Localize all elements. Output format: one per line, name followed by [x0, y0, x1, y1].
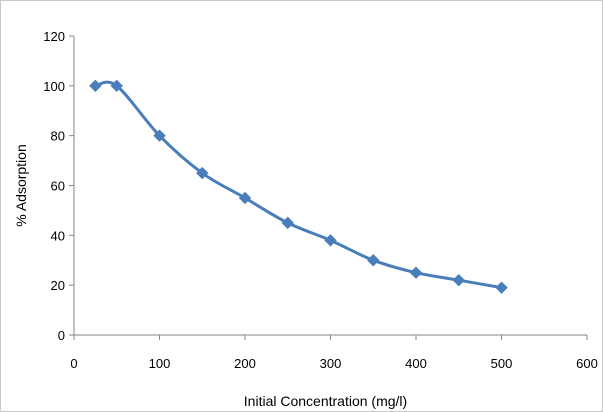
- x-tick-label: 100: [149, 356, 171, 371]
- x-tick-label: 300: [320, 356, 342, 371]
- x-tick-label: 200: [234, 356, 256, 371]
- data-point-marker: [89, 79, 102, 93]
- data-point-marker: [324, 234, 337, 247]
- series-group: [89, 79, 508, 294]
- x-axis-ticks: 0 100 200 300 400 500 600: [70, 335, 598, 371]
- x-tick-label: 400: [405, 356, 427, 371]
- y-tick-label: 20: [51, 278, 65, 293]
- x-tick-label: 0: [70, 356, 77, 371]
- axes: [73, 36, 587, 336]
- y-tick-label: 80: [51, 129, 65, 144]
- data-point-marker: [452, 273, 465, 287]
- data-point-marker: [495, 281, 508, 294]
- y-tick-label: 100: [43, 79, 65, 94]
- y-axis-ticks: 0 20 40 60 80 100 120: [43, 29, 74, 343]
- data-point-marker: [196, 166, 209, 180]
- data-point-marker: [367, 254, 380, 267]
- data-point-marker: [238, 191, 252, 205]
- series-line: [95, 80, 502, 290]
- y-tick-label: 0: [58, 328, 65, 343]
- y-axis-title: % Adsorption: [13, 144, 29, 227]
- x-tick-label: 500: [491, 356, 513, 371]
- x-tick-label: 600: [576, 356, 598, 371]
- data-point-marker: [409, 266, 423, 279]
- data-point-marker: [281, 216, 294, 230]
- y-tick-label: 120: [43, 29, 65, 44]
- data-point-marker: [110, 79, 123, 93]
- y-tick-label: 60: [51, 179, 65, 194]
- x-axis-title: Initial Concentration (mg/l): [244, 393, 407, 409]
- data-point-marker: [153, 129, 166, 142]
- y-tick-label: 40: [51, 228, 65, 243]
